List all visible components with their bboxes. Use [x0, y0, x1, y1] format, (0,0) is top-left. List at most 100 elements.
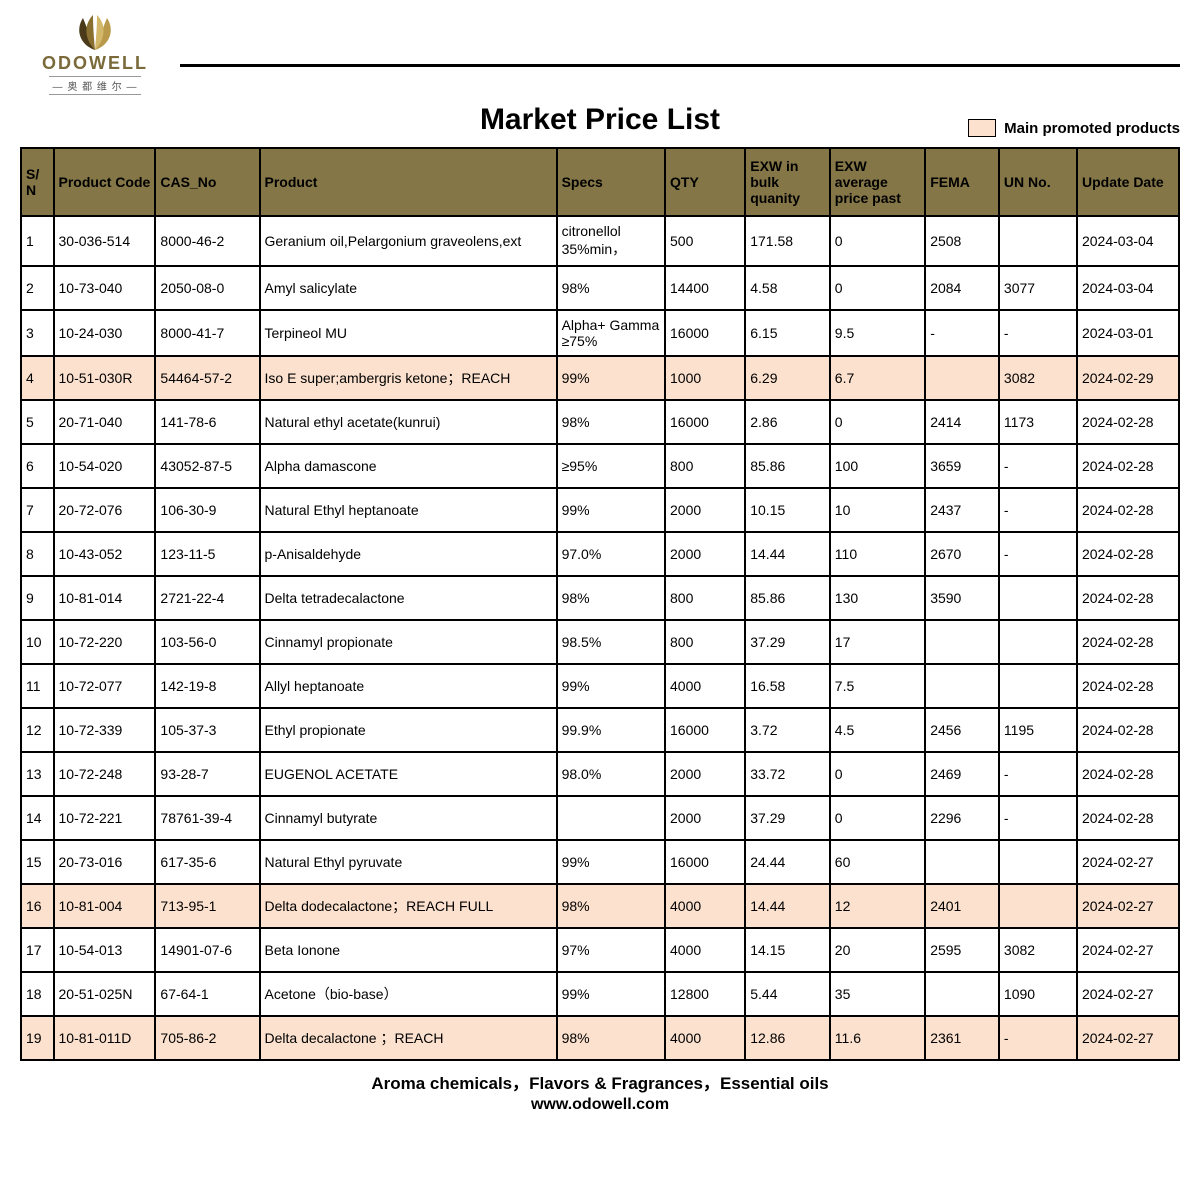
cell-specs: 97% — [557, 928, 665, 972]
cell-date: 2024-03-04 — [1077, 266, 1179, 310]
cell-un: 3082 — [999, 356, 1077, 400]
cell-product: Amyl salicylate — [260, 266, 557, 310]
table-row: 1010-72-220103-56-0Cinnamyl propionate98… — [21, 620, 1179, 664]
cell-sn: 1 — [21, 216, 54, 266]
header-rule — [180, 64, 1180, 67]
cell-exw_avg: 0 — [830, 400, 925, 444]
cell-date: 2024-02-28 — [1077, 576, 1179, 620]
table-row: 1820-51-025N67-64-1Acetone（bio-base）99%1… — [21, 972, 1179, 1016]
cell-un: - — [999, 444, 1077, 488]
table-row: 1210-72-339105-37-3Ethyl propionate99.9%… — [21, 708, 1179, 752]
cell-date: 2024-02-28 — [1077, 488, 1179, 532]
cell-fema — [925, 664, 999, 708]
cell-qty: 2000 — [665, 752, 745, 796]
cell-cas: 14901-07-6 — [155, 928, 259, 972]
table-row: 410-51-030R54464-57-2Iso E super;ambergr… — [21, 356, 1179, 400]
cell-sn: 5 — [21, 400, 54, 444]
cell-sn: 19 — [21, 1016, 54, 1060]
cell-cas: 8000-41-7 — [155, 310, 259, 356]
cell-qty: 2000 — [665, 532, 745, 576]
cell-code: 10-72-339 — [54, 708, 156, 752]
cell-fema — [925, 620, 999, 664]
cell-qty: 800 — [665, 444, 745, 488]
cell-qty: 14400 — [665, 266, 745, 310]
cell-exw_bulk: 14.44 — [745, 884, 830, 928]
cell-un: - — [999, 796, 1077, 840]
footer: Aroma chemicals，Flavors & Fragrances，Ess… — [20, 1069, 1180, 1114]
cell-exw_avg: 100 — [830, 444, 925, 488]
cell-qty: 1000 — [665, 356, 745, 400]
cell-exw_avg: 0 — [830, 796, 925, 840]
cell-un — [999, 664, 1077, 708]
table-row: 810-43-052123-11-5p-Anisaldehyde97.0%200… — [21, 532, 1179, 576]
column-header: Product Code — [54, 148, 156, 216]
table-row: 1410-72-22178761-39-4Cinnamyl butyrate20… — [21, 796, 1179, 840]
cell-product: Natural Ethyl heptanoate — [260, 488, 557, 532]
cell-exw_avg: 0 — [830, 216, 925, 266]
header-row: S/NProduct CodeCAS_NoProductSpecsQTYEXW … — [21, 148, 1179, 216]
cell-exw_bulk: 37.29 — [745, 620, 830, 664]
cell-code: 30-036-514 — [54, 216, 156, 266]
table-row: 1710-54-01314901-07-6Beta Ionone97%40001… — [21, 928, 1179, 972]
table-row: 720-72-076106-30-9Natural Ethyl heptanoa… — [21, 488, 1179, 532]
cell-un — [999, 884, 1077, 928]
cell-code: 10-73-040 — [54, 266, 156, 310]
cell-fema: 2361 — [925, 1016, 999, 1060]
cell-sn: 4 — [21, 356, 54, 400]
table-row: 1910-81-011D705-86-2Delta decalactone ；R… — [21, 1016, 1179, 1060]
cell-sn: 18 — [21, 972, 54, 1016]
cell-sn: 12 — [21, 708, 54, 752]
cell-specs: Alpha+ Gamma ≥75% — [557, 310, 665, 356]
cell-specs: 98.0% — [557, 752, 665, 796]
legend: Main promoted products — [968, 119, 1180, 137]
cell-cas: 2721-22-4 — [155, 576, 259, 620]
cell-product: Delta dodecalactone；REACH FULL — [260, 884, 557, 928]
table-row: 610-54-02043052-87-5Alpha damascone≥95%8… — [21, 444, 1179, 488]
cell-specs: 98% — [557, 1016, 665, 1060]
cell-fema: 2469 — [925, 752, 999, 796]
cell-qty: 2000 — [665, 796, 745, 840]
cell-qty: 4000 — [665, 884, 745, 928]
cell-product: Geranium oil,Pelargonium graveolens,ext — [260, 216, 557, 266]
cell-code: 20-71-040 — [54, 400, 156, 444]
cell-product: Delta tetradecalactone — [260, 576, 557, 620]
cell-exw_avg: 6.7 — [830, 356, 925, 400]
cell-cas: 713-95-1 — [155, 884, 259, 928]
cell-fema — [925, 972, 999, 1016]
cell-exw_bulk: 6.29 — [745, 356, 830, 400]
cell-product: Iso E super;ambergris ketone；REACH — [260, 356, 557, 400]
cell-exw_avg: 20 — [830, 928, 925, 972]
cell-specs: 98% — [557, 576, 665, 620]
cell-product: Ethyl propionate — [260, 708, 557, 752]
legend-label: Main promoted products — [1004, 120, 1180, 137]
cell-specs: 99% — [557, 664, 665, 708]
table-row: 1110-72-077142-19-8Allyl heptanoate99%40… — [21, 664, 1179, 708]
header: ODOWELL — 奥 都 维 尔 — — [20, 10, 1180, 95]
cell-cas: 617-35-6 — [155, 840, 259, 884]
cell-sn: 17 — [21, 928, 54, 972]
cell-specs: 97.0% — [557, 532, 665, 576]
cell-exw_avg: 0 — [830, 266, 925, 310]
cell-code: 20-72-076 — [54, 488, 156, 532]
cell-fema: 2296 — [925, 796, 999, 840]
cell-product: Terpineol MU — [260, 310, 557, 356]
cell-specs: 98% — [557, 266, 665, 310]
cell-cas: 705-86-2 — [155, 1016, 259, 1060]
cell-exw_bulk: 14.15 — [745, 928, 830, 972]
cell-un: 1090 — [999, 972, 1077, 1016]
cell-date: 2024-02-28 — [1077, 400, 1179, 444]
cell-exw_bulk: 16.58 — [745, 664, 830, 708]
cell-date: 2024-02-28 — [1077, 532, 1179, 576]
cell-qty: 500 — [665, 216, 745, 266]
cell-product: Delta decalactone ；REACH — [260, 1016, 557, 1060]
cell-specs: 99% — [557, 488, 665, 532]
cell-fema: 2456 — [925, 708, 999, 752]
table-row: 910-81-0142721-22-4Delta tetradecalacton… — [21, 576, 1179, 620]
cell-code: 10-81-004 — [54, 884, 156, 928]
cell-date: 2024-03-04 — [1077, 216, 1179, 266]
cell-cas: 2050-08-0 — [155, 266, 259, 310]
cell-code: 10-81-014 — [54, 576, 156, 620]
cell-un: - — [999, 488, 1077, 532]
cell-date: 2024-02-27 — [1077, 884, 1179, 928]
cell-qty: 16000 — [665, 840, 745, 884]
